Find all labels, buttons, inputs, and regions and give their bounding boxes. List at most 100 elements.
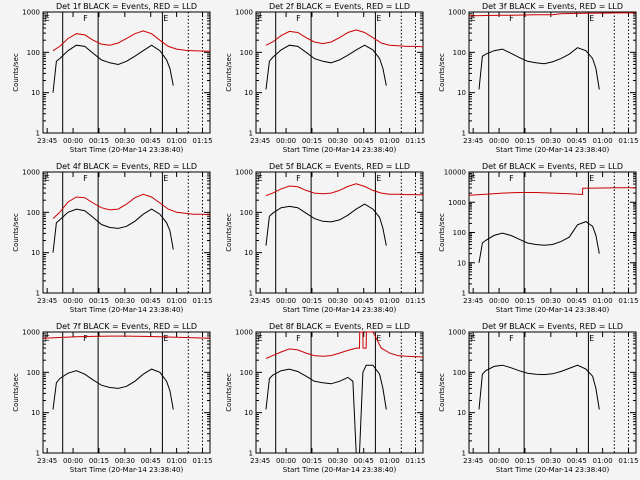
x-axis-label: Start Time (20-Mar-14 23:38:40)	[496, 306, 610, 314]
y-axis-label: Counts/sec	[12, 373, 20, 412]
segment-letter: F	[509, 174, 514, 183]
y-tick-label: 10000	[444, 169, 466, 177]
y-tick-label: 1	[36, 290, 40, 298]
segment-letter: F	[509, 334, 514, 343]
y-axis-label: Counts/sec	[12, 53, 20, 92]
y-tick-label: 1000	[22, 9, 40, 17]
lld-series-line	[52, 30, 211, 52]
panel-title: Det 9f BLACK = Events, RED = LLD	[482, 322, 623, 331]
y-tick-label: 1	[36, 130, 40, 138]
segment-letter: E	[163, 174, 168, 183]
x-tick-label: 01:00	[380, 457, 400, 465]
y-tick-label: 100	[27, 209, 40, 217]
x-tick-label: 00:30	[328, 297, 348, 305]
segment-letter: E	[258, 334, 263, 343]
y-tick-label: 1000	[235, 9, 253, 17]
y-tick-label: 100	[453, 229, 466, 237]
panel-title: Det 8f BLACK = Events, RED = LLD	[269, 322, 410, 331]
x-tick-label: 01:00	[593, 457, 613, 465]
segment-letter: E	[163, 14, 168, 23]
x-tick-label: 01:00	[167, 457, 187, 465]
panel-det-4: Det 4f BLACK = Events, RED = LLD 1 10 100 10…	[12, 162, 213, 314]
y-tick-label: 100	[453, 49, 466, 57]
events-series-line	[478, 364, 600, 410]
segment-letter: E	[45, 14, 50, 23]
y-tick-label: 10	[244, 409, 253, 417]
x-tick-label: 00:30	[541, 137, 561, 145]
events-series-line	[478, 221, 600, 263]
lld-series-line	[52, 193, 211, 219]
panel-title: Det 3f BLACK = Events, RED = LLD	[482, 2, 623, 11]
x-axis-label: Start Time (20-Mar-14 23:38:40)	[70, 466, 184, 474]
x-tick-label: 00:15	[89, 137, 109, 145]
x-tick-label: 00:00	[63, 457, 83, 465]
segment-letter: E	[376, 14, 381, 23]
panel-det-2: Det 2f BLACK = Events, RED = LLD 1 10 100 10…	[225, 2, 426, 154]
plot-frame	[42, 331, 211, 454]
x-tick-label: 00:45	[567, 137, 587, 145]
x-tick-label: 23:45	[463, 297, 483, 305]
y-tick-label: 1	[36, 450, 40, 458]
x-tick-label: 23:45	[463, 137, 483, 145]
segment-letter: E	[376, 334, 381, 343]
y-tick-label: 10	[457, 409, 466, 417]
x-tick-label: 01:15	[405, 457, 425, 465]
lld-series-line	[468, 187, 636, 196]
x-axis-label: Start Time (20-Mar-14 23:38:40)	[496, 466, 610, 474]
segment-letter: E	[258, 14, 263, 23]
x-tick-label: 00:45	[141, 297, 161, 305]
y-axis-label: Counts/sec	[438, 373, 446, 412]
x-tick-label: 00:45	[354, 297, 374, 305]
x-tick-label: 23:45	[250, 457, 270, 465]
y-axis-label: Counts/sec	[12, 213, 20, 252]
segment-letter: F	[509, 14, 514, 23]
lld-series-line	[265, 183, 424, 197]
x-tick-label: 00:15	[515, 137, 535, 145]
x-tick-label: 01:00	[593, 137, 613, 145]
segment-letter: E	[589, 14, 594, 23]
segment-letter: E	[589, 174, 594, 183]
panel-title: Det 6f BLACK = Events, RED = LLD	[482, 162, 623, 171]
y-axis-label: Counts/sec	[438, 213, 446, 252]
panel-det-8: Det 8f BLACK = Events, RED = LLD 1 10 100 10…	[225, 322, 426, 474]
segment-letter: E	[376, 174, 381, 183]
y-tick-label: 1	[462, 290, 466, 298]
y-tick-label: 1	[462, 450, 466, 458]
x-tick-label: 00:30	[115, 297, 135, 305]
y-tick-label: 10	[31, 249, 40, 257]
segment-letter: F	[296, 174, 301, 183]
panel-det-1: Det 1f BLACK = Events, RED = LLD 1 10 100 10…	[12, 2, 213, 154]
x-tick-label: 00:30	[328, 457, 348, 465]
panel-det-6: Det 6f BLACK = Events, RED = LLD 1 10 100 10…	[438, 162, 639, 314]
x-tick-label: 01:00	[167, 297, 187, 305]
x-tick-label: 00:15	[302, 457, 322, 465]
plot-frame	[42, 11, 211, 134]
lld-series-line	[42, 335, 211, 339]
segment-letter: F	[83, 174, 88, 183]
x-axis-label: Start Time (20-Mar-14 23:38:40)	[70, 306, 184, 314]
x-tick-label: 23:45	[250, 137, 270, 145]
segment-letter: E	[45, 174, 50, 183]
x-tick-label: 00:45	[567, 457, 587, 465]
segment-letter: F	[83, 14, 88, 23]
segment-letter: F	[296, 334, 301, 343]
x-tick-label: 00:15	[302, 297, 322, 305]
y-tick-label: 100	[240, 209, 253, 217]
panel-title: Det 1f BLACK = Events, RED = LLD	[56, 2, 197, 11]
panel-title: Det 7f BLACK = Events, RED = LLD	[56, 322, 197, 331]
segment-letter: E	[471, 334, 476, 343]
x-tick-label: 01:00	[593, 297, 613, 305]
y-tick-label: 10	[31, 89, 40, 97]
events-series-line	[52, 208, 174, 253]
x-tick-label: 00:15	[89, 457, 109, 465]
x-tick-label: 00:30	[115, 457, 135, 465]
events-series-line	[52, 44, 174, 93]
y-tick-label: 10	[244, 249, 253, 257]
x-tick-label: 23:45	[37, 137, 57, 145]
x-tick-label: 00:00	[63, 297, 83, 305]
x-tick-label: 01:15	[405, 137, 425, 145]
x-tick-label: 01:15	[405, 297, 425, 305]
plot-frame	[255, 11, 424, 134]
x-tick-label: 00:00	[63, 137, 83, 145]
